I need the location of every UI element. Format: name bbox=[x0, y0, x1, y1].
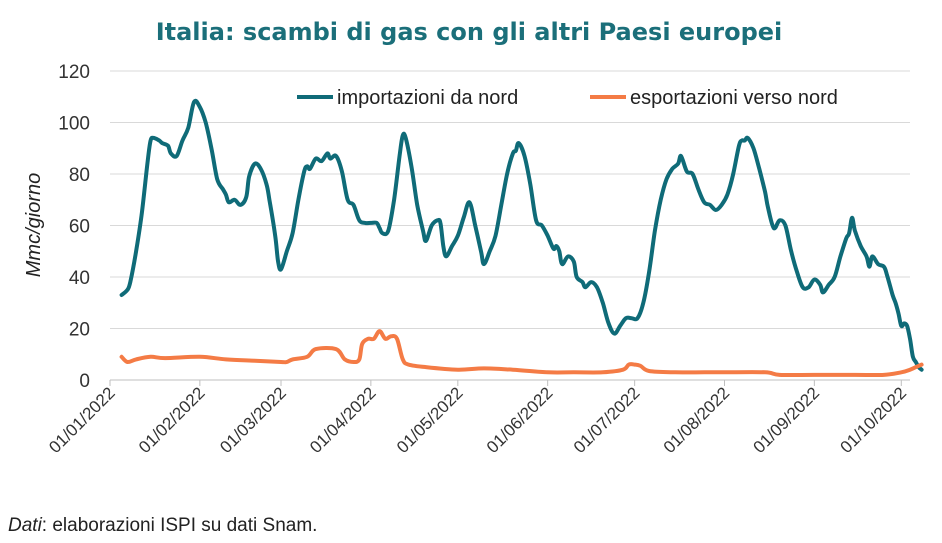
y-tick-labels: 0 20 40 60 80 100 120 bbox=[58, 62, 90, 392]
x-tick-label: 01/02/2022 bbox=[135, 383, 209, 457]
x-tick-label: 01/07/2022 bbox=[570, 383, 644, 457]
x-tick-label: 01/10/2022 bbox=[837, 383, 911, 457]
y-tick-label: 120 bbox=[58, 62, 90, 83]
x-tick-label: 01/04/2022 bbox=[306, 383, 380, 457]
x-tick-label: 01/01/2022 bbox=[45, 383, 119, 457]
series-lines bbox=[119, 98, 924, 378]
series-line-imports bbox=[119, 98, 924, 372]
series-line-exports bbox=[119, 329, 924, 378]
y-tick-label: 60 bbox=[69, 217, 90, 238]
x-tick-label: 01/06/2022 bbox=[483, 383, 557, 457]
gridlines bbox=[110, 70, 910, 329]
source-note: Dati: elaborazioni ISPI su dati Snam. bbox=[8, 515, 317, 536]
chart-title: Italia: scambi di gas con gli altri Paes… bbox=[156, 18, 783, 46]
source-text: : elaborazioni ISPI su dati Snam. bbox=[42, 515, 318, 536]
x-tick-label: 01/03/2022 bbox=[216, 383, 290, 457]
x-tick-label: 01/08/2022 bbox=[660, 383, 734, 457]
y-tick-label: 20 bbox=[69, 320, 90, 341]
source-label: Dati bbox=[8, 515, 43, 536]
legend-label-exports: esportazioni verso nord bbox=[630, 87, 838, 109]
y-tick-label: 100 bbox=[58, 114, 90, 135]
y-tick-label: 40 bbox=[69, 268, 90, 289]
y-tick-label: 80 bbox=[69, 165, 90, 186]
x-tick-label: 01/05/2022 bbox=[393, 383, 467, 457]
x-tick-label: 01/09/2022 bbox=[750, 383, 824, 457]
y-axis-label: Mmc/giorno bbox=[23, 173, 45, 277]
legend: importazioni da nord esportazioni verso … bbox=[297, 87, 838, 109]
x-tick-labels: 01/01/2022 01/02/2022 01/03/2022 01/04/2022… bbox=[45, 380, 910, 457]
y-tick-label: 0 bbox=[79, 371, 90, 392]
legend-label-imports: importazioni da nord bbox=[337, 87, 518, 109]
